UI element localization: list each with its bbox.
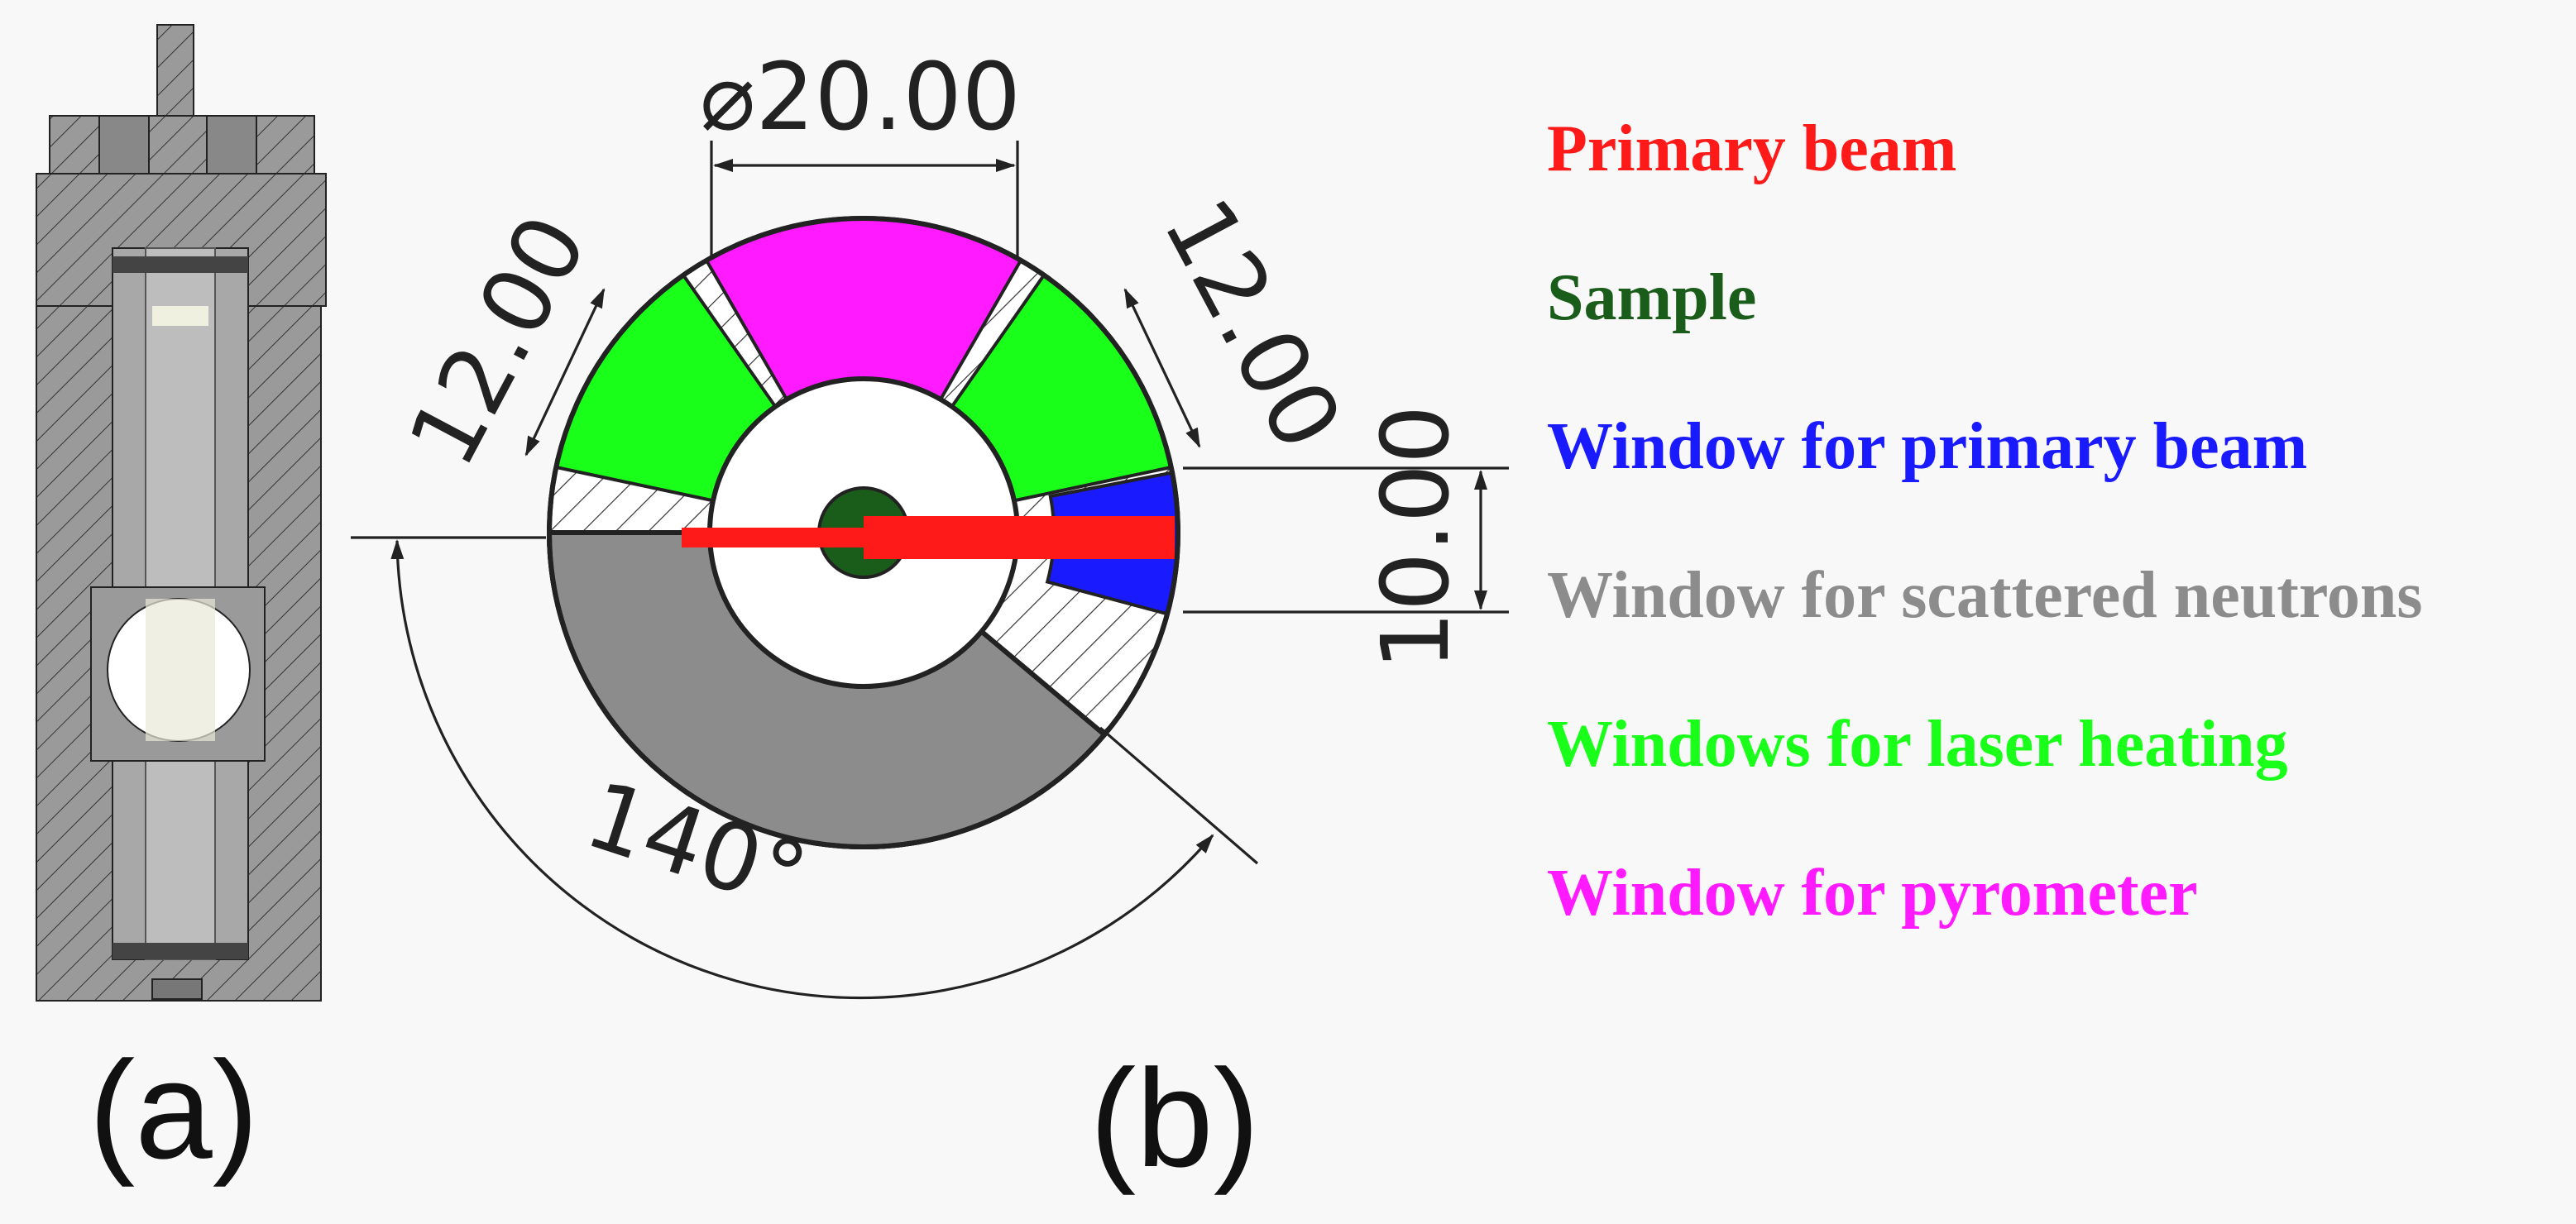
legend-entry: Sample — [1547, 261, 1756, 334]
height-label: 10.00 — [1362, 405, 1470, 671]
panel-label: (a) — [89, 1032, 258, 1188]
legend-entry: Window for primary beam — [1547, 410, 2307, 483]
width-label: 12.00 — [1142, 182, 1362, 466]
beam — [864, 516, 1175, 559]
legend: Primary beam Sample Window for primary bea… — [1547, 112, 2423, 930]
legend-entry: Primary beam — [1547, 112, 1956, 185]
window-layout — [546, 216, 1180, 849]
cross-section — [36, 24, 327, 1002]
legend-entry: Windows for laser heating — [1547, 708, 2288, 781]
legend-entry: Window for pyrometer — [1547, 857, 2198, 930]
diameter-label: ⌀20.00 — [700, 44, 1021, 151]
legend-entry: Window for scattered neutrons — [1547, 559, 2423, 632]
panel-label: (b) — [1089, 1040, 1259, 1196]
